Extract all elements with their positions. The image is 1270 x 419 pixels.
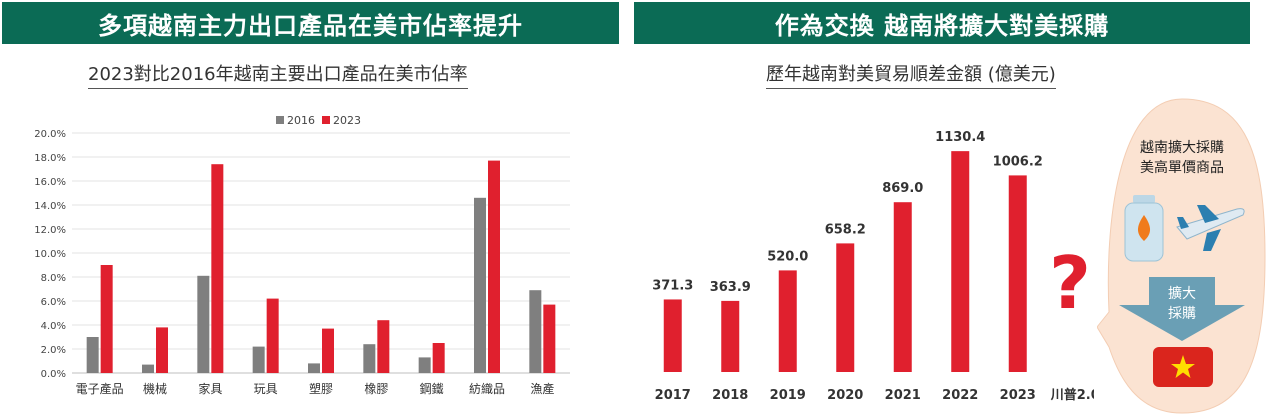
procurement-bubble: 擴大 採購 — [1097, 98, 1266, 414]
x-tick-label: 2022 — [942, 388, 978, 403]
bar-2023 — [1008, 175, 1027, 372]
y-tick-label: 0.0% — [41, 369, 66, 380]
x-tick-label: 川普2.0 — [1050, 387, 1094, 403]
bar-2016-橡膠 — [363, 344, 376, 373]
x-axis-ticks: 電子產品 機械 家具 玩具 塑膠 橡膠 鋼鐵 紡織品 漁產 — [76, 381, 555, 396]
bar-2020 — [836, 243, 855, 372]
y-tick-label: 12.0% — [34, 225, 66, 236]
bar-2022 — [951, 151, 970, 372]
svg-text:?: ? — [1049, 241, 1091, 320]
bar-2019 — [778, 270, 797, 372]
value-label: 658.2 — [825, 222, 866, 237]
legend-swatch-2016 — [276, 116, 284, 124]
x-tick-label: 電子產品 — [76, 381, 124, 396]
x-tick-label: 塑膠 — [309, 381, 333, 396]
y-tick-label: 8.0% — [41, 273, 66, 284]
y-tick-label: 14.0% — [34, 201, 66, 212]
x-tick-label: 紡織品 — [469, 381, 505, 396]
bar-2016-機械 — [142, 364, 154, 373]
bar-2023-機械 — [156, 327, 168, 373]
x-tick-label: 鋼鐵 — [420, 381, 444, 396]
x-tick-label: 機械 — [143, 381, 167, 396]
legend-swatch-2023 — [322, 116, 330, 124]
value-label: 869.0 — [882, 181, 923, 196]
value-labels: 371.3 363.9 520.0 658.2 869.0 1130.4 1006.2 — [652, 130, 1043, 295]
y-tick-label: 6.0% — [41, 297, 66, 308]
bar-2021 — [893, 202, 912, 372]
value-label: 363.9 — [710, 280, 751, 295]
x-tick-label: 2019 — [770, 388, 806, 403]
y-tick-label: 2.0% — [41, 345, 66, 356]
bubble-text-line1: 越南擴大採購 — [1140, 140, 1224, 156]
bar-2016-家具 — [197, 275, 210, 373]
bar-2023-紡織品 — [488, 160, 500, 373]
bar-2018 — [721, 300, 740, 372]
bar-2016-紡織品 — [474, 197, 486, 373]
trade-surplus-chart: 371.3 363.9 520.0 658.2 869.0 1130.4 1006.2 20… — [652, 130, 1094, 403]
bar-2017 — [663, 299, 682, 372]
x-tick-label: 玩具 — [254, 382, 278, 396]
x-tick-label: 2018 — [712, 388, 748, 403]
right-chart-subtitle: 歷年越南對美貿易順差金額 (億美元) — [766, 60, 1056, 89]
x-tick-label: 漁產 — [530, 381, 554, 396]
bar-2016-漁產 — [529, 290, 542, 373]
y-tick-label: 18.0% — [34, 153, 66, 164]
bar-2016-鋼鐵 — [418, 357, 431, 373]
legend-label-2023: 2023 — [333, 114, 361, 127]
right-banner: 作為交換 越南將擴大對美採購 — [634, 2, 1250, 44]
y-tick-label: 16.0% — [34, 177, 66, 188]
value-label: 1006.2 — [993, 154, 1043, 169]
x-tick-label: 2023 — [1000, 388, 1036, 403]
bubble-text-line2: 美高單價商品 — [1140, 160, 1224, 176]
bar-2023-家具 — [211, 164, 224, 373]
bars — [663, 151, 1027, 372]
bubble-text: 越南擴大採購 美高單價商品 — [1108, 138, 1256, 178]
bars — [86, 160, 556, 373]
bar-2023-電子產品 — [100, 265, 113, 373]
bar-2016-塑膠 — [308, 363, 320, 373]
value-label: 371.3 — [652, 278, 693, 293]
bar-2016-電子產品 — [86, 337, 99, 373]
y-tick-label: 4.0% — [41, 321, 66, 332]
airplane-icon — [1176, 205, 1245, 251]
value-label: 1130.4 — [935, 130, 985, 145]
bar-2016-玩具 — [252, 346, 265, 373]
arrow-label-line1: 擴大 — [1168, 285, 1196, 302]
left-chart-subtitle: 2023對比2016年越南主要出口產品在美市佔率 — [88, 60, 468, 89]
x-tick-label: 2021 — [885, 388, 921, 403]
legend-label-2016: 2016 — [287, 114, 315, 127]
arrow-label-line2: 採購 — [1168, 306, 1196, 322]
bar-2023-塑膠 — [322, 328, 334, 373]
gas-cylinder-icon — [1124, 195, 1164, 262]
x-axis-ticks: 2017 2018 2019 2020 2021 2022 2023 川普2.0 — [655, 387, 1094, 403]
bar-2023-玩具 — [266, 298, 279, 373]
x-tick-label: 橡膠 — [364, 382, 388, 396]
question-mark-icon: ? — [1049, 241, 1091, 320]
gridlines — [72, 132, 570, 374]
y-axis-ticks: 0.0% 2.0% 4.0% 6.0% 8.0% 10.0% 12.0% 14.0% 16.0%… — [34, 129, 66, 380]
vietnam-flag-icon — [1153, 347, 1213, 387]
legend: 2016 2023 — [276, 114, 361, 127]
bar-2023-鋼鐵 — [432, 343, 445, 373]
y-tick-label: 10.0% — [34, 249, 66, 260]
value-label: 520.0 — [767, 249, 808, 264]
bar-2023-漁產 — [543, 304, 556, 373]
x-tick-label: 2017 — [655, 388, 691, 403]
market-share-chart: 2016 2023 0.0% 2.0% 4.0% 6.0% 8.0% 10.0% 12.0% 1… — [34, 114, 570, 396]
y-tick-label: 20.0% — [34, 129, 66, 140]
x-tick-label: 2020 — [827, 388, 863, 403]
x-tick-label: 家具 — [198, 381, 222, 396]
expand-procurement-arrow: 擴大 採購 — [1119, 277, 1245, 341]
bar-2023-橡膠 — [377, 320, 390, 373]
left-banner: 多項越南主力出口產品在美市佔率提升 — [2, 2, 619, 44]
